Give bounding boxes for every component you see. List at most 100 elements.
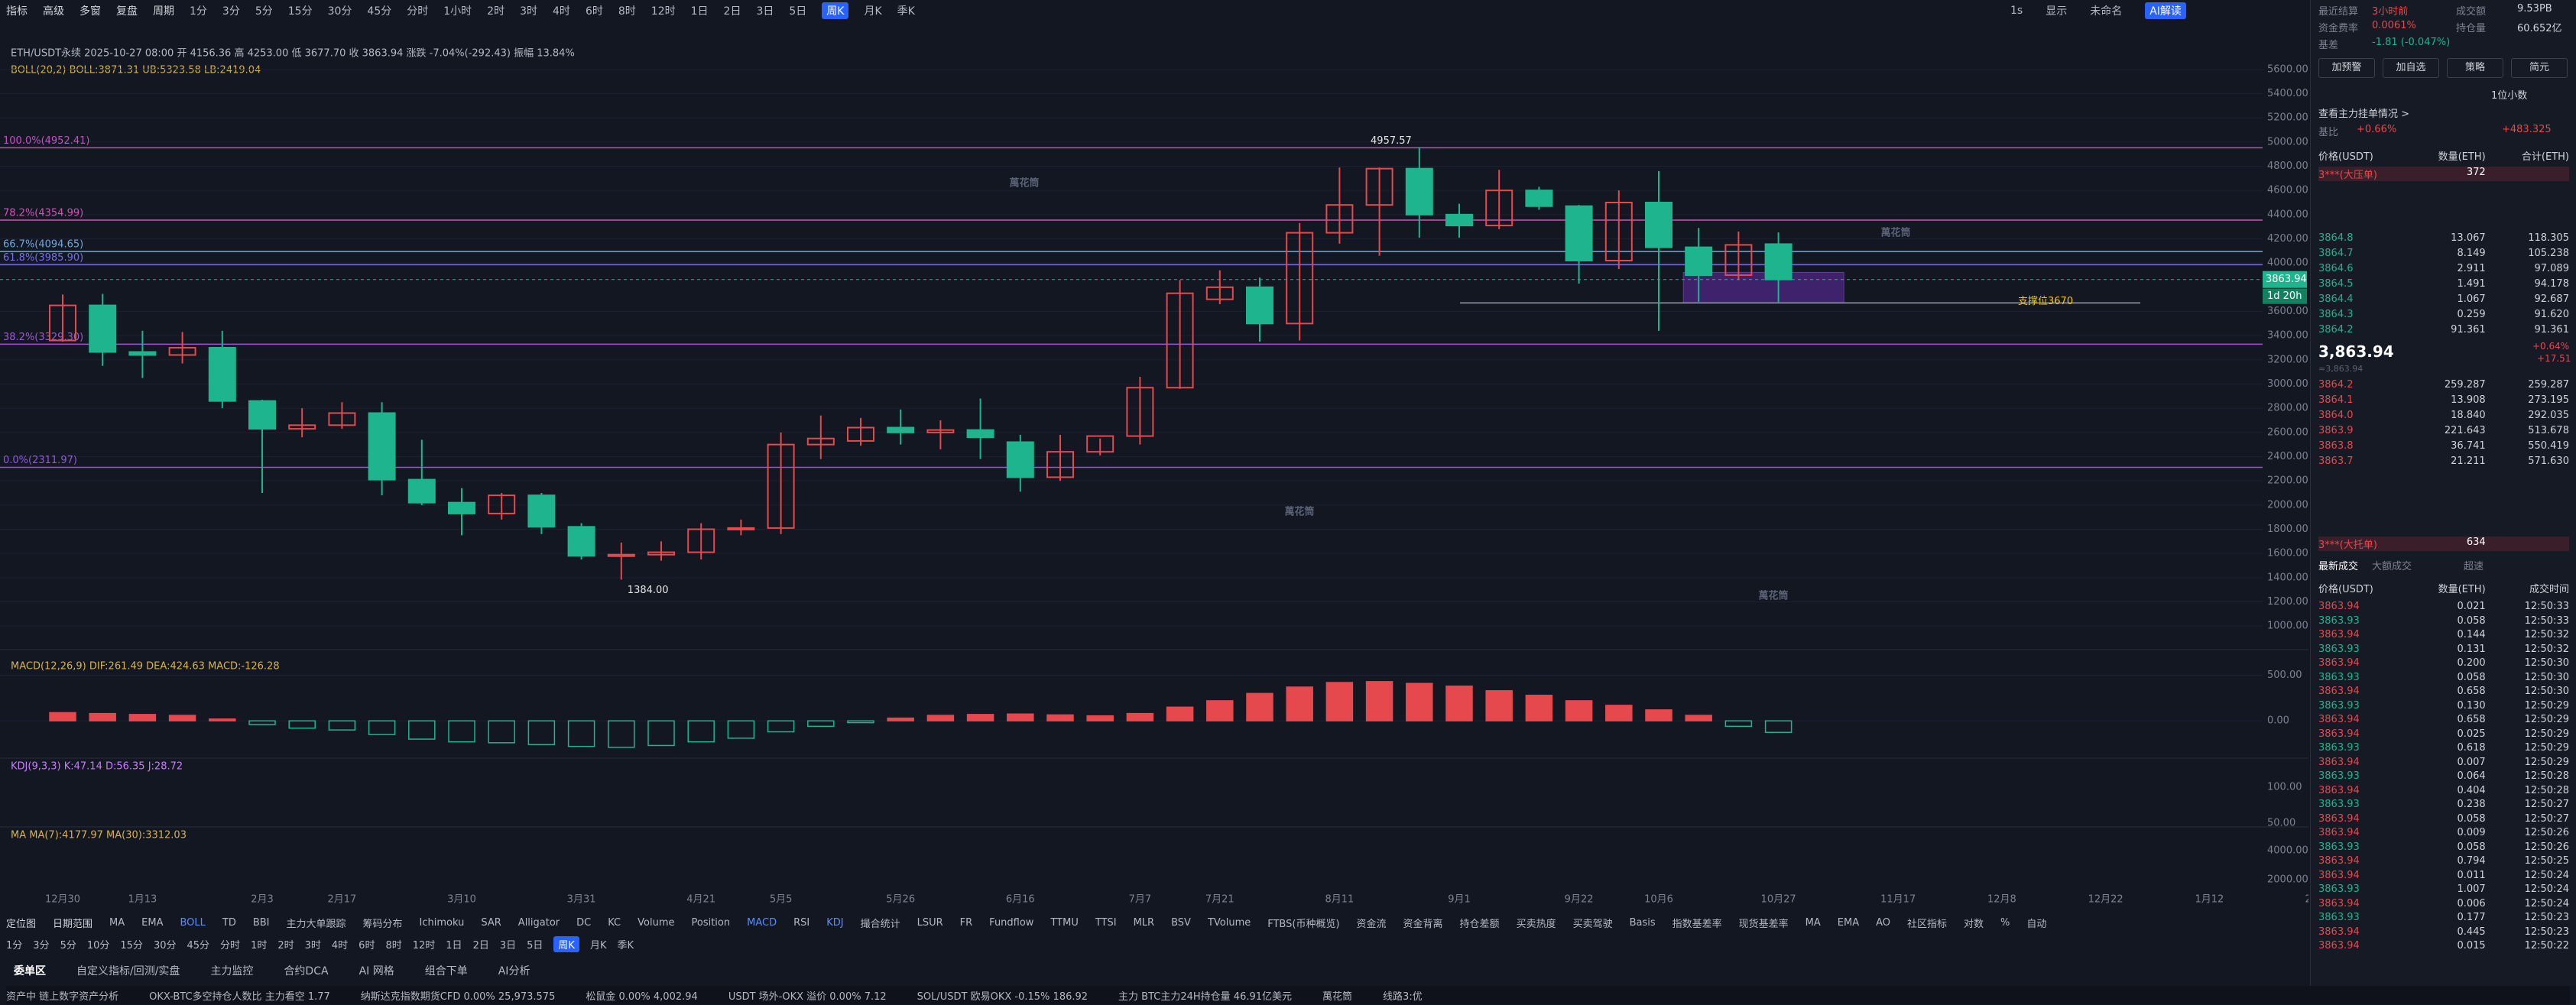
indicator-button[interactable]: Fundflow xyxy=(989,916,1034,929)
bar-button[interactable]: 日期范围 xyxy=(53,918,93,930)
ticker-item[interactable]: 纳斯达克指数期货CFD 0.00% 25,973.575 xyxy=(360,990,556,1003)
period-button[interactable]: 5日 xyxy=(789,5,807,18)
indicator-button[interactable]: AO xyxy=(1876,916,1891,929)
tab[interactable]: 合约DCA xyxy=(284,965,329,977)
indicator-button[interactable]: 主力大单跟踪 xyxy=(286,918,346,930)
period-button[interactable]: 3日 xyxy=(499,939,517,952)
indicator-button[interactable]: Ichimoku xyxy=(419,916,465,929)
indicator-button[interactable]: BSV xyxy=(1171,916,1191,929)
tool-button[interactable]: 高级 xyxy=(43,5,64,18)
period-button[interactable]: 2日 xyxy=(723,5,741,18)
indicator-button[interactable]: 对数 xyxy=(1964,918,1984,930)
period-button[interactable]: 5日 xyxy=(527,939,543,952)
indicator-button[interactable]: MA xyxy=(109,916,125,929)
period-button[interactable]: 6时 xyxy=(585,5,603,18)
period-button[interactable]: 30分 xyxy=(327,5,352,18)
indicator-button[interactable]: % xyxy=(2000,916,2010,929)
indicator-button[interactable]: TTSI xyxy=(1095,916,1117,929)
indicator-button[interactable]: EMA xyxy=(141,916,164,929)
indicator-button[interactable]: BOLL xyxy=(180,916,206,929)
period-button[interactable]: 8时 xyxy=(385,939,402,952)
period-button[interactable]: 3分 xyxy=(33,939,50,952)
indicator-button[interactable]: 现货基差率 xyxy=(1738,918,1789,930)
indicator-button[interactable]: MA xyxy=(1805,916,1821,929)
period-button[interactable]: 2时 xyxy=(277,939,294,952)
period-button[interactable]: 4时 xyxy=(331,939,349,952)
indicator-button[interactable]: FTBS(币种概览) xyxy=(1267,918,1340,930)
ticker-item[interactable]: 萬花筒 xyxy=(1322,990,1353,1003)
panel-button[interactable]: 加预警 xyxy=(2318,58,2375,78)
ticker-item[interactable]: 线路3:优 xyxy=(1383,990,1423,1003)
indicator-button[interactable]: 社区指标 xyxy=(1907,918,1948,930)
period-button[interactable]: 15分 xyxy=(120,939,143,952)
period-button[interactable]: 4时 xyxy=(553,5,570,18)
period-button[interactable]: 季K xyxy=(897,5,915,18)
period-button[interactable]: 1分 xyxy=(6,939,23,952)
indicator-button[interactable]: LSUR xyxy=(917,916,943,929)
indicator-button[interactable]: MACD xyxy=(747,916,777,929)
ticker-item[interactable]: USDT 场外-OKX 溢价 0.00% 7.12 xyxy=(728,990,887,1003)
trade-tab[interactable]: 最新成交 xyxy=(2318,561,2359,572)
period-button[interactable]: 45分 xyxy=(367,5,392,18)
indicator-button[interactable]: SAR xyxy=(481,916,501,929)
period-button[interactable]: 5分 xyxy=(255,5,273,18)
trade-tab[interactable]: 大额成交 xyxy=(2372,561,2412,572)
period-button[interactable]: 3分 xyxy=(222,5,240,18)
panel-button[interactable]: 策略 xyxy=(2447,58,2503,78)
indicator-button[interactable]: BBI xyxy=(252,916,270,929)
indicator-button[interactable]: KC xyxy=(608,916,621,929)
tool-button[interactable]: AI解读 xyxy=(2145,2,2186,19)
period-button[interactable]: 6时 xyxy=(358,939,375,952)
indicator-button[interactable]: 资金流 xyxy=(1356,918,1387,930)
ticker-item[interactable]: 资产中 链上数字资产分析 xyxy=(6,990,119,1003)
tool-button[interactable]: 周期 xyxy=(153,5,174,18)
period-button[interactable]: 月K xyxy=(864,5,882,18)
period-button[interactable]: 3时 xyxy=(520,5,538,18)
ticker-item[interactable]: 主力 BTC主力24H持仓量 46.91亿美元 xyxy=(1118,990,1293,1003)
indicator-button[interactable]: RSI xyxy=(793,916,810,929)
period-button[interactable]: 月K xyxy=(589,939,607,952)
indicator-button[interactable]: 持仓差额 xyxy=(1459,918,1500,930)
period-button[interactable]: 季K xyxy=(617,939,634,952)
period-button[interactable]: 周K xyxy=(822,2,849,19)
indicator-button[interactable]: DC xyxy=(576,916,592,929)
period-button[interactable]: 8时 xyxy=(618,5,636,18)
indicator-button[interactable]: MLR xyxy=(1133,916,1155,929)
period-button[interactable]: 10分 xyxy=(86,939,110,952)
period-button[interactable]: 1时 xyxy=(251,939,268,952)
tab[interactable]: 主力监控 xyxy=(210,965,254,977)
indicator-button[interactable]: Alligator xyxy=(517,916,560,929)
indicator-button[interactable]: Position xyxy=(691,916,731,929)
indicator-button[interactable]: TTMU xyxy=(1050,916,1079,929)
period-button[interactable]: 12时 xyxy=(650,5,676,18)
period-button[interactable]: 周K xyxy=(553,935,579,952)
period-button[interactable]: 2日 xyxy=(472,939,489,952)
indicator-button[interactable]: Basis xyxy=(1629,916,1656,929)
period-button[interactable]: 分时 xyxy=(220,939,241,952)
period-button[interactable]: 45分 xyxy=(187,939,210,952)
tool-button[interactable]: 复盘 xyxy=(116,5,138,18)
period-button[interactable]: 15分 xyxy=(287,5,313,18)
period-button[interactable]: 30分 xyxy=(153,939,177,952)
indicator-button[interactable]: 指数基差率 xyxy=(1672,918,1722,930)
ticker-item[interactable]: OKX-BTC多空持仓人数比 主力看空 1.77 xyxy=(149,990,330,1003)
indicator-button[interactable]: 买卖热度 xyxy=(1516,918,1556,930)
trade-tab[interactable]: 超速 xyxy=(2464,561,2484,572)
period-button[interactable]: 1日 xyxy=(446,939,462,952)
indicator-button[interactable]: 自动 xyxy=(2026,918,2047,930)
ticker-item[interactable]: SOL/USDT 欧易OKX -0.15% 186.92 xyxy=(917,990,1088,1003)
indicator-button[interactable]: EMA xyxy=(1837,916,1860,929)
period-button[interactable]: 1小时 xyxy=(443,5,472,18)
panel-button[interactable]: 简元 xyxy=(2511,58,2568,78)
indicator-button[interactable]: KDJ xyxy=(826,916,844,929)
indicator-button[interactable]: 撮合统计 xyxy=(860,918,900,930)
period-button[interactable]: 分时 xyxy=(407,5,429,18)
period-button[interactable]: 1分 xyxy=(190,5,207,18)
panel-button[interactable]: 加自选 xyxy=(2383,58,2439,78)
tool-button[interactable]: 多窗 xyxy=(79,5,101,18)
tab[interactable]: 自定义指标/回测/实盘 xyxy=(76,965,180,977)
tab[interactable]: 委单区 xyxy=(14,965,46,977)
indicator-button[interactable]: TD xyxy=(222,916,236,929)
bar-button[interactable]: 定位图 xyxy=(6,918,37,930)
tab[interactable]: AI 网格 xyxy=(358,965,394,977)
